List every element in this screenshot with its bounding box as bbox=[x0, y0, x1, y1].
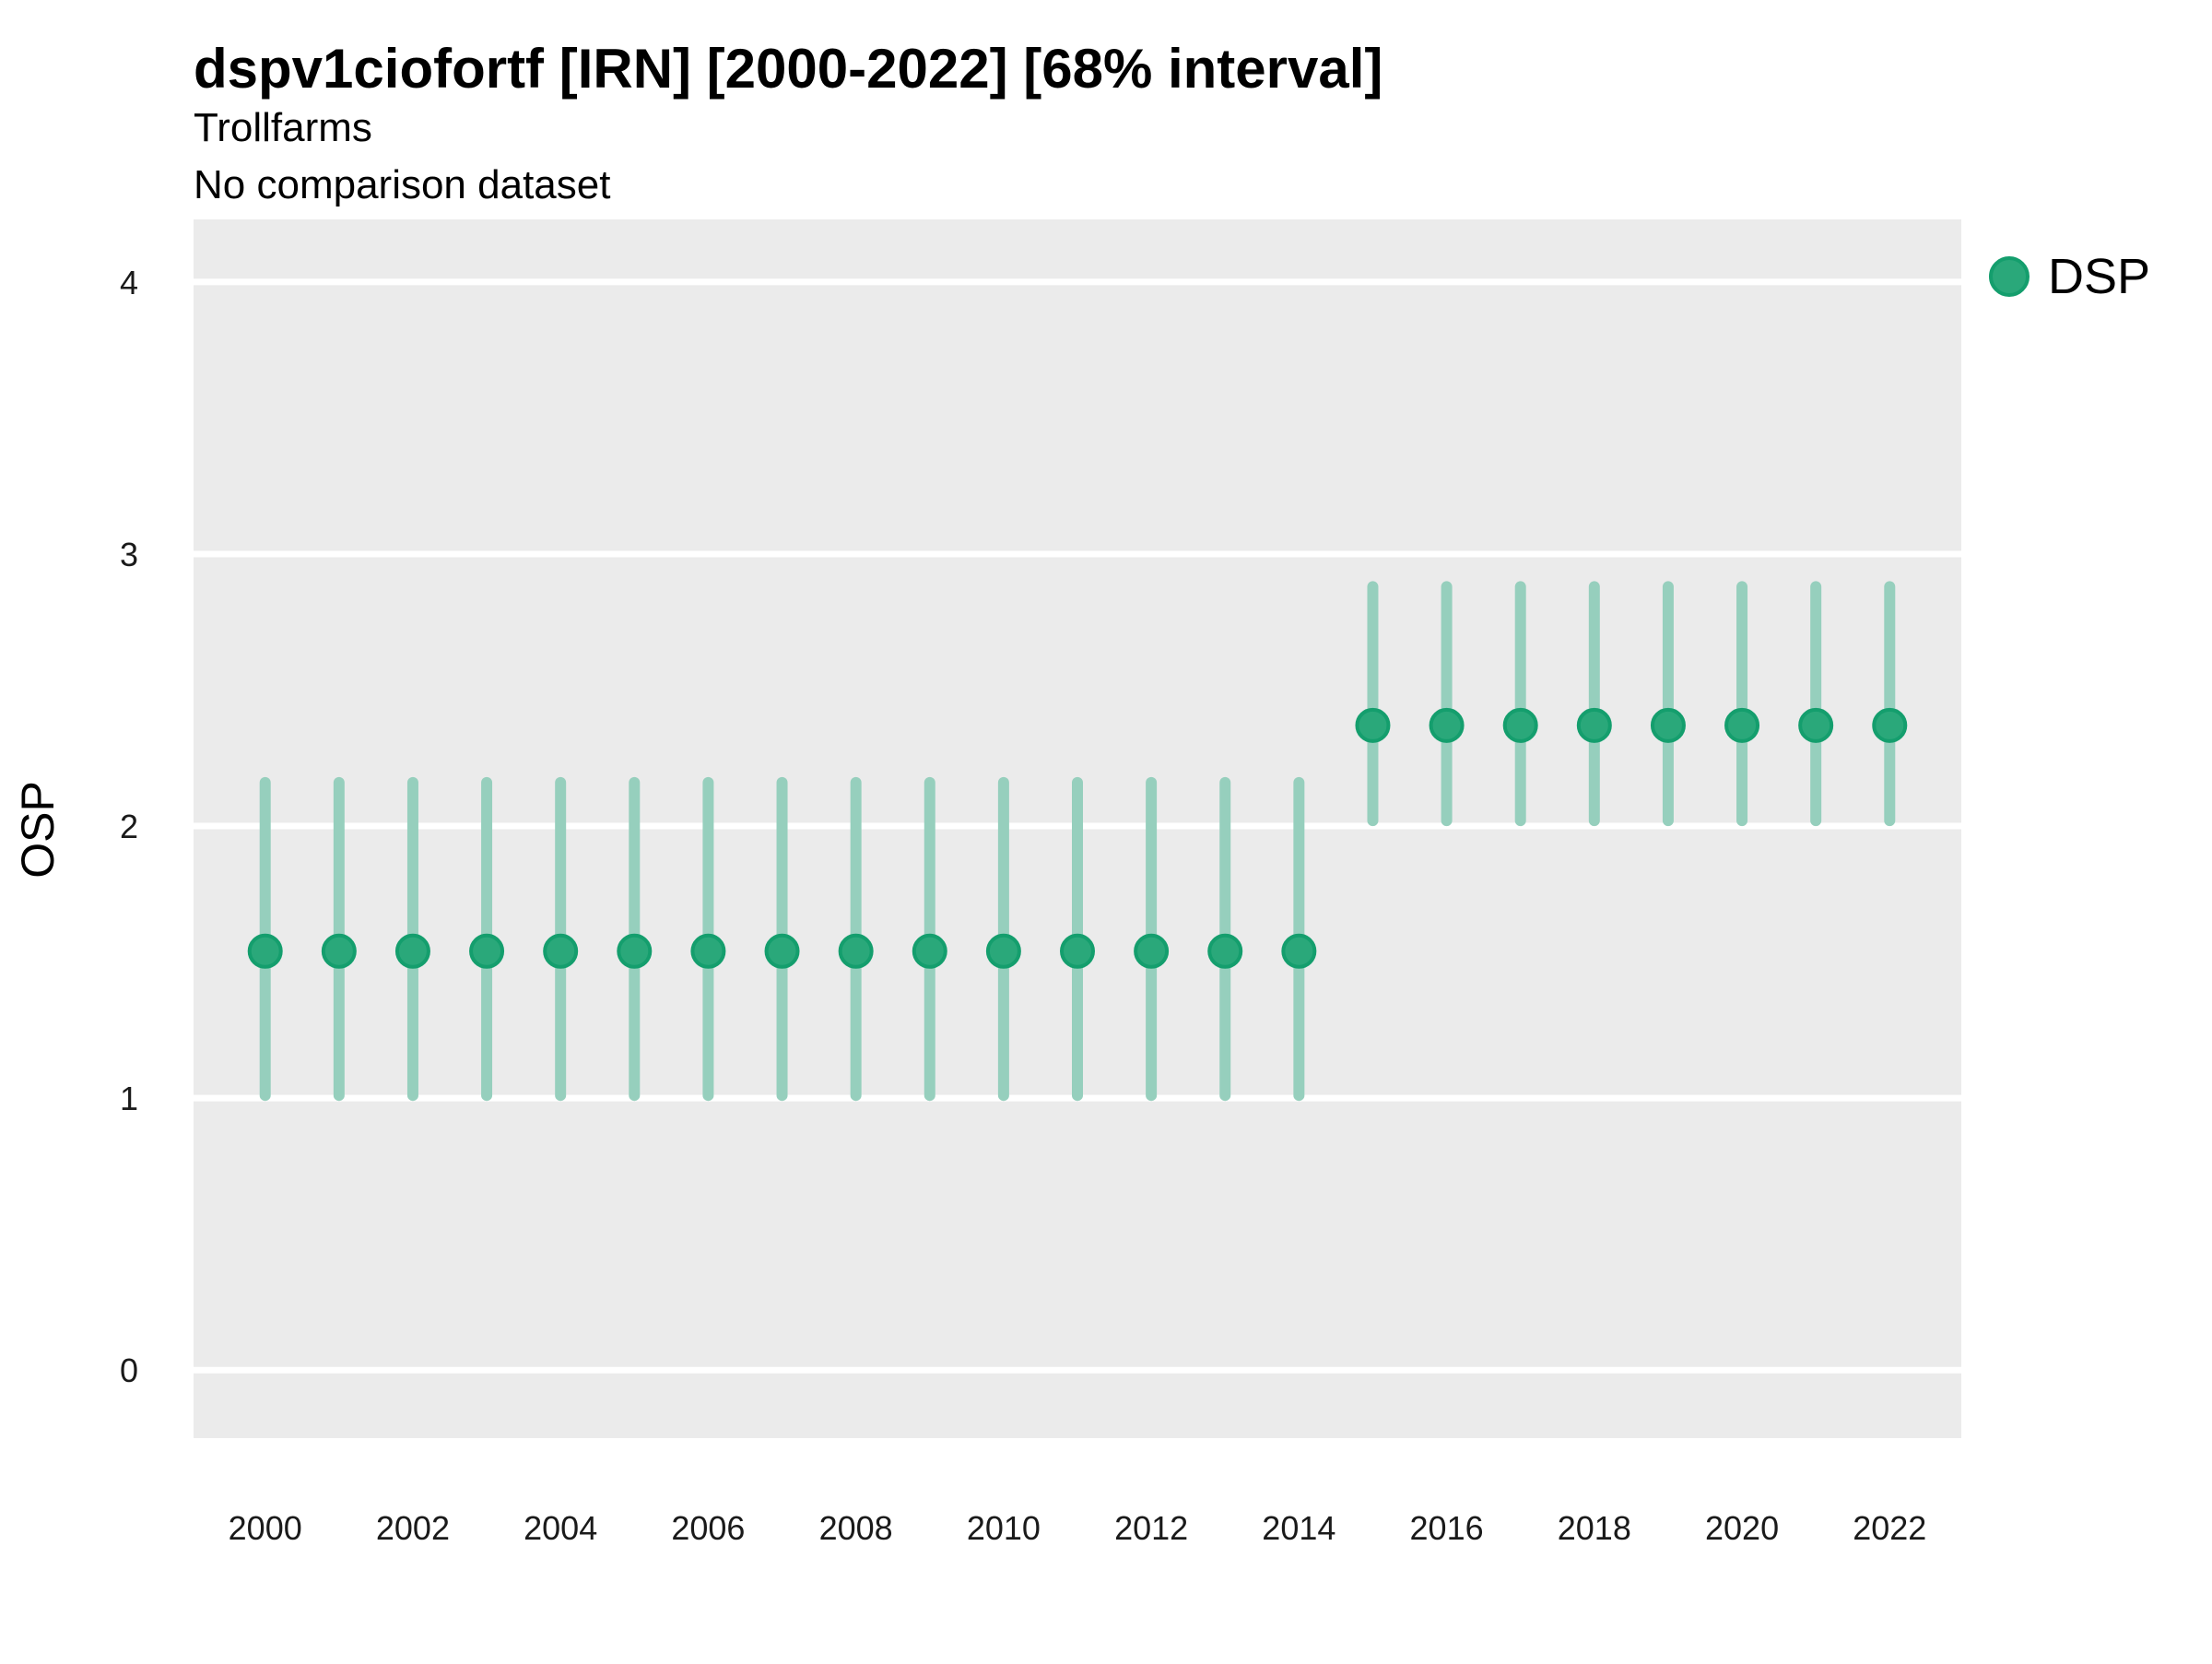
data-point-2007 bbox=[764, 933, 800, 969]
data-point-2014 bbox=[1281, 933, 1317, 969]
data-marks bbox=[247, 581, 1908, 1102]
data-point-2015 bbox=[1355, 707, 1391, 743]
x-tick-label-2014: 2014 bbox=[1262, 1509, 1335, 1547]
legend-swatch-dsp-icon bbox=[1989, 256, 2030, 297]
axis-tick-labels: 0 1 2 3 4 2000 2002 2004 2006 2008 2010 2012 2014 201… bbox=[120, 264, 1926, 1547]
legend: DSP bbox=[1989, 249, 2150, 304]
y-tick-label-3: 3 bbox=[120, 536, 138, 573]
data-point-2016 bbox=[1429, 707, 1465, 743]
x-tick-label-2008: 2008 bbox=[819, 1509, 893, 1547]
data-point-2002 bbox=[394, 933, 430, 969]
y-axis-title: OSP bbox=[12, 781, 64, 879]
chart-caption: No comparison dataset bbox=[194, 162, 610, 207]
data-point-2000 bbox=[247, 933, 283, 969]
data-point-2006 bbox=[690, 933, 726, 969]
legend-label-dsp: DSP bbox=[2048, 249, 2150, 304]
x-tick-label-2022: 2022 bbox=[1853, 1509, 1926, 1547]
x-tick-label-2012: 2012 bbox=[1114, 1509, 1188, 1547]
data-point-2001 bbox=[321, 933, 357, 969]
chart-title: dspv1ciofortf [IRN] [2000-2022] [68% int… bbox=[194, 38, 1382, 100]
chart-subtitle: Trollfarms bbox=[194, 105, 372, 150]
y-tick-label-1: 1 bbox=[120, 1080, 138, 1117]
data-point-2022 bbox=[1872, 707, 1908, 743]
y-tick-label-0: 0 bbox=[120, 1351, 138, 1389]
x-tick-label-2020: 2020 bbox=[1705, 1509, 1779, 1547]
data-point-2018 bbox=[1576, 707, 1612, 743]
data-point-2003 bbox=[469, 933, 505, 969]
data-point-2013 bbox=[1207, 933, 1243, 969]
x-tick-label-2004: 2004 bbox=[524, 1509, 597, 1547]
data-point-2009 bbox=[912, 933, 947, 969]
x-tick-label-2006: 2006 bbox=[671, 1509, 745, 1547]
data-point-2012 bbox=[1134, 933, 1170, 969]
data-point-2011 bbox=[1060, 933, 1095, 969]
x-tick-label-2000: 2000 bbox=[229, 1509, 302, 1547]
y-tick-label-2: 2 bbox=[120, 808, 138, 845]
x-tick-label-2010: 2010 bbox=[967, 1509, 1041, 1547]
data-point-2005 bbox=[617, 933, 653, 969]
data-point-2004 bbox=[543, 933, 579, 969]
data-point-2020 bbox=[1724, 707, 1760, 743]
x-tick-label-2016: 2016 bbox=[1410, 1509, 1484, 1547]
data-point-2008 bbox=[838, 933, 874, 969]
data-point-2019 bbox=[1650, 707, 1686, 743]
data-point-2010 bbox=[985, 933, 1021, 969]
data-point-2017 bbox=[1502, 707, 1538, 743]
y-tick-label-4: 4 bbox=[120, 264, 138, 301]
x-tick-label-2018: 2018 bbox=[1558, 1509, 1631, 1547]
x-tick-label-2002: 2002 bbox=[376, 1509, 450, 1547]
data-point-2021 bbox=[1798, 707, 1834, 743]
